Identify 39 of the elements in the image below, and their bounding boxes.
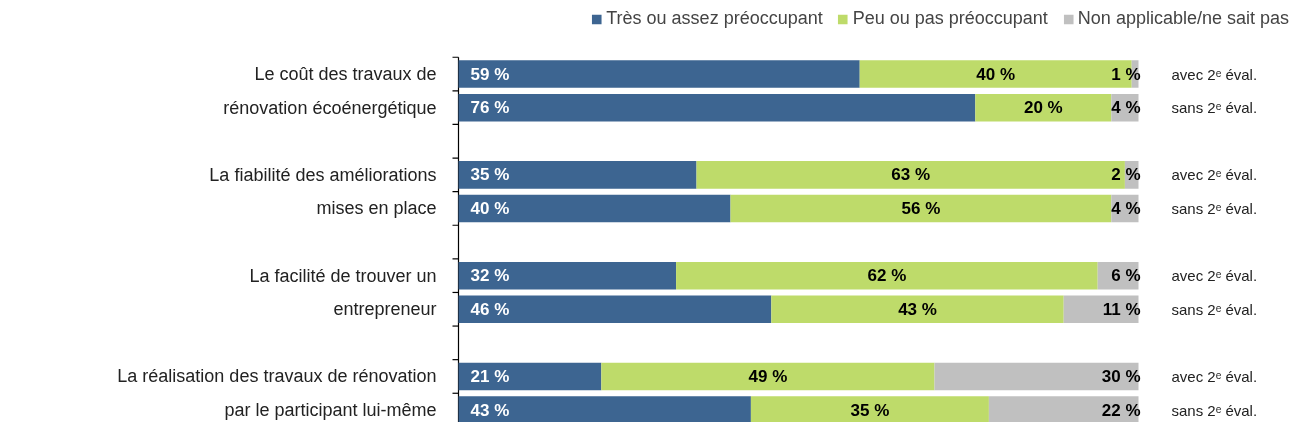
data-label: 30 %: [1101, 366, 1141, 386]
text: La facilité de trouver un entrepreneur: [249, 265, 437, 320]
data-label: 4 %: [1111, 198, 1141, 218]
legend-label: Peu ou pas préoccupant: [852, 8, 1048, 29]
data-label: 59 %: [470, 64, 510, 84]
data-label: 40 %: [470, 198, 510, 218]
data-label: 20 %: [1023, 98, 1063, 118]
data-label: 22 %: [1101, 400, 1141, 420]
y-tick-label: sans 2ᵉ éval.: [1171, 401, 1258, 419]
data-label: 43 %: [898, 299, 937, 319]
y-tick-label: sans 2ᵉ éval.: [1171, 199, 1258, 217]
y-tick-label: avec 2ᵉ éval.: [1171, 267, 1258, 285]
data-label: 4 %: [1111, 98, 1141, 118]
y-tick-label: sans 2ᵉ éval.: [1171, 99, 1258, 117]
data-label: 1 %: [1111, 64, 1141, 84]
data-label: 11 %: [1102, 299, 1141, 319]
y-tick-label: avec 2ᵉ éval.: [1171, 65, 1258, 83]
data-label: 35 %: [850, 400, 890, 420]
data-label: 32 %: [470, 266, 510, 286]
data-label: 2 %: [1111, 165, 1141, 185]
legend-label: Très ou assez préoccupant: [606, 8, 823, 29]
data-label: 43 %: [470, 400, 510, 420]
data-label: 35 %: [470, 165, 510, 185]
data-label: 6 %: [1111, 266, 1141, 286]
y-tick-label: avec 2ᵉ éval.: [1171, 367, 1258, 385]
data-label: 76 %: [470, 98, 510, 118]
legend-label: Non applicable/ne sait pas: [1077, 8, 1289, 29]
data-label: 21 %: [470, 366, 510, 386]
text: La réalisation des travaux de rénovation par le participant lui-même: [117, 366, 437, 421]
y-tick-label: sans 2ᵉ éval.: [1171, 300, 1258, 318]
text: Le coût des travaux de rénovation écoénergétique: [223, 64, 437, 118]
data-label: 62 %: [867, 266, 907, 286]
y-tick-label: avec 2ᵉ éval.: [1171, 166, 1258, 184]
text: La fiabilité des améliorations mises en place: [209, 164, 437, 219]
data-label: 63 %: [891, 165, 931, 185]
data-label: 40 %: [976, 64, 1016, 84]
data-label: 56 %: [901, 198, 941, 218]
data-label: 49 %: [748, 366, 788, 386]
data-label: 46 %: [470, 299, 510, 319]
